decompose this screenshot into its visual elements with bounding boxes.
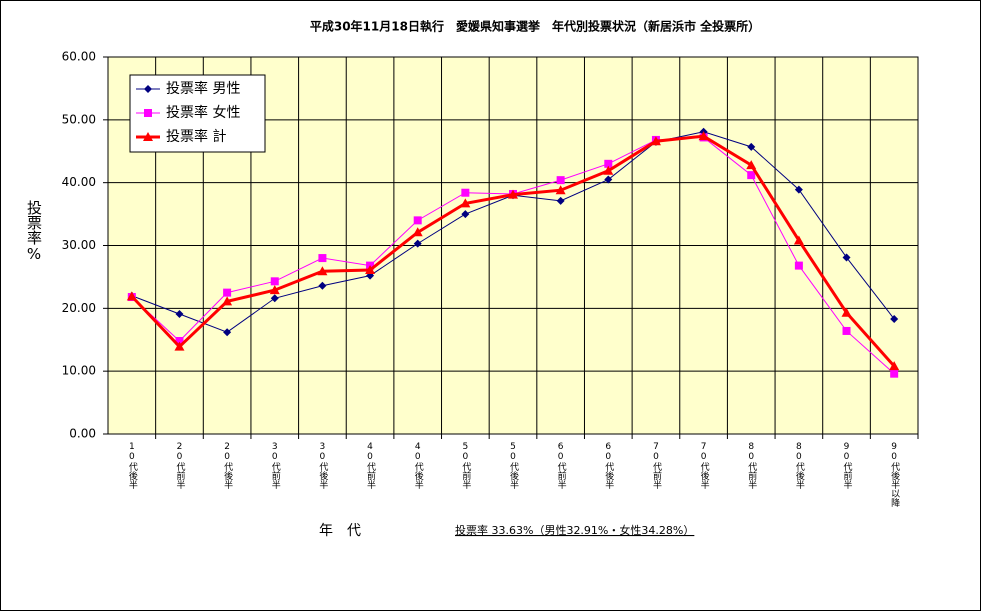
marker	[603, 165, 614, 175]
x-tick-label: 80代後半	[793, 442, 804, 489]
x-tick-label: 40代後半	[412, 442, 423, 489]
marker	[747, 142, 756, 151]
marker	[890, 315, 899, 324]
marker	[793, 235, 804, 245]
legend-label: 投票率 計	[166, 128, 226, 145]
marker	[270, 277, 279, 286]
marker	[556, 176, 565, 185]
marker	[365, 265, 376, 275]
marker	[604, 159, 613, 168]
marker	[508, 189, 518, 199]
x-tick-label: 80代前半	[746, 442, 757, 489]
legend-label: 投票率 男性	[166, 80, 240, 97]
marker	[269, 285, 280, 295]
marker	[556, 196, 565, 205]
marker	[698, 131, 709, 141]
marker	[841, 307, 852, 317]
marker	[842, 326, 851, 335]
marker	[604, 175, 613, 184]
marker	[222, 296, 233, 306]
marker	[461, 210, 470, 219]
x-tick-label: 30代前半	[269, 442, 280, 489]
plot-border	[107, 56, 919, 435]
y-tick-label: 60.00	[62, 50, 96, 64]
marker	[413, 216, 422, 225]
marker	[143, 132, 153, 141]
x-tick-label: 20代前半	[174, 442, 185, 489]
marker	[126, 291, 137, 301]
x-tick-label: 10代後半	[126, 442, 137, 489]
x-tick-label: 70代前半	[650, 442, 661, 489]
x-tick-label: 60代前半	[555, 442, 566, 489]
marker	[175, 337, 184, 346]
marker	[175, 309, 184, 318]
marker	[794, 261, 803, 270]
marker	[223, 288, 232, 297]
x-tick-label: 60代後半	[603, 442, 614, 489]
marker	[318, 254, 327, 263]
marker	[461, 188, 470, 197]
legend-label: 投票率 女性	[166, 104, 240, 121]
marker	[460, 198, 471, 208]
marker	[555, 185, 566, 195]
x-tick-label: 20代後半	[222, 442, 233, 489]
marker	[317, 266, 328, 276]
marker	[890, 369, 899, 378]
annotation: 投票率 33.63%（男性32.91%・女性34.28%）	[455, 523, 694, 537]
marker	[144, 85, 152, 93]
marker	[794, 185, 803, 194]
marker	[270, 294, 279, 303]
x-tick-label: 50代前半	[460, 442, 471, 489]
marker	[144, 109, 152, 117]
marker	[747, 171, 756, 180]
y-tick-label: 20.00	[62, 301, 96, 315]
y-tick-label: 30.00	[62, 238, 96, 252]
y-tick-label: 50.00	[62, 112, 96, 126]
marker	[746, 160, 757, 170]
y-axis-title: 投票率%	[25, 200, 43, 263]
marker	[223, 328, 232, 337]
marker	[650, 136, 661, 146]
marker	[412, 227, 423, 237]
y-tick-label: 0.00	[69, 427, 96, 441]
x-axis-title: 年 代	[319, 523, 361, 539]
marker	[842, 253, 851, 262]
marker	[413, 239, 422, 248]
x-tick-label: 50代後半	[508, 442, 518, 489]
x-tick-label: 90代前半	[841, 442, 852, 489]
marker	[889, 361, 900, 371]
x-tick-label: 30代後半	[317, 442, 328, 489]
x-tick-label: 90代後半以降	[889, 442, 900, 507]
x-tick-label: 70代後半	[698, 442, 709, 489]
y-tick-label: 10.00	[62, 364, 96, 378]
marker	[318, 281, 327, 290]
x-tick-label: 40代前半	[365, 442, 376, 489]
chart-title: 平成30年11月18日執行 愛媛県知事選挙 年代別投票状況（新居浜市 全投票所）	[310, 19, 760, 34]
marker	[174, 341, 185, 351]
y-tick-label: 40.00	[62, 175, 96, 189]
